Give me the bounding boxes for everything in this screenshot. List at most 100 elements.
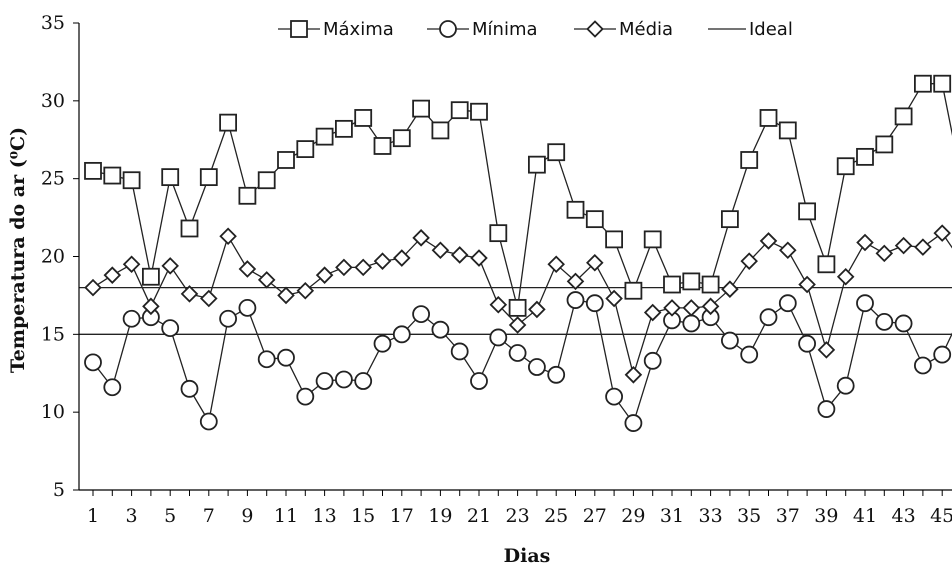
data-point-square: [296, 140, 315, 158]
data-point-diamond: [914, 238, 932, 256]
legend: Máxima Mínima Média Ideal: [278, 19, 793, 40]
axes: [73, 22, 952, 496]
data-point-circle: [759, 308, 778, 327]
data-point-square: [894, 107, 913, 126]
data-point-diamond: [740, 252, 758, 270]
x-tick-label: 29: [621, 505, 645, 527]
data-point-square: [914, 74, 932, 93]
series-line-circle: [92, 299, 952, 425]
data-point-square: [721, 210, 739, 229]
x-tick-label: 41: [853, 505, 877, 527]
data-point-square: [528, 155, 546, 174]
data-point-diamond: [431, 241, 450, 260]
y-tick-label: 15: [41, 323, 65, 345]
x-tick-label: 15: [351, 505, 375, 527]
data-point-square: [740, 151, 759, 169]
data-point-circle: [585, 294, 604, 313]
data-point-diamond: [393, 249, 411, 267]
data-point-square: [682, 272, 701, 291]
data-point-square: [663, 275, 681, 294]
data-point-circle: [566, 291, 585, 309]
data-point-square: [508, 298, 527, 317]
series-lines: [92, 83, 952, 425]
data-point-diamond: [566, 272, 585, 291]
data-point-diamond: [933, 224, 951, 242]
data-point-diamond: [856, 233, 874, 252]
x-axis-title: Dias: [504, 545, 551, 567]
data-point-diamond: [624, 366, 643, 384]
data-point-circle: [914, 356, 932, 375]
data-point-square: [643, 230, 662, 249]
data-point-square: [180, 219, 199, 238]
data-point-square: [412, 99, 431, 118]
data-point-circle: [856, 294, 874, 313]
data-point-diamond: [508, 316, 527, 334]
data-point-diamond: [315, 266, 334, 284]
y-tick-label: 10: [41, 401, 65, 423]
data-point-diamond: [238, 260, 257, 278]
data-point-square: [759, 109, 778, 127]
legend-marker-square: [290, 20, 308, 38]
data-point-square: [547, 143, 566, 162]
x-tick-label: 31: [660, 505, 684, 527]
x-tick-label: 27: [583, 505, 607, 527]
data-point-diamond: [663, 299, 681, 317]
x-tick-label: 11: [274, 505, 298, 527]
data-point-diamond: [142, 297, 160, 316]
data-point-diamond: [373, 252, 392, 270]
data-point-diamond: [682, 299, 701, 317]
data-point-diamond: [161, 257, 179, 275]
data-point-diamond: [875, 244, 894, 263]
data-point-circle: [836, 376, 855, 395]
x-tick-label: 3: [126, 505, 138, 527]
data-point-circle: [778, 294, 797, 313]
data-point-circle: [84, 353, 102, 372]
legend-marker-diamond: [586, 20, 604, 38]
data-point-square: [566, 200, 585, 219]
data-point-circle: [894, 314, 913, 333]
data-point-square: [431, 121, 450, 140]
data-point-circle: [238, 298, 257, 317]
data-point-circle: [373, 334, 392, 353]
data-point-diamond: [354, 258, 372, 277]
data-point-diamond: [817, 341, 836, 359]
data-point-diamond: [180, 285, 199, 303]
y-tick-label: 25: [41, 168, 65, 190]
legend-label: Média: [619, 19, 673, 40]
data-point-square: [836, 157, 855, 176]
data-point-diamond: [643, 303, 662, 322]
data-point-diamond: [103, 266, 122, 284]
data-point-circle: [354, 372, 373, 390]
data-point-circle: [431, 320, 450, 339]
data-point-circle: [489, 328, 508, 347]
data-point-circle: [643, 351, 662, 370]
legend-marker-circle: [439, 20, 457, 38]
x-tick-label: 17: [390, 505, 414, 527]
data-point-diamond: [836, 267, 855, 286]
data-point-diamond: [894, 236, 913, 255]
data-point-diamond: [759, 232, 778, 250]
series-line-diamond: [92, 232, 952, 378]
data-point-diamond: [277, 286, 295, 305]
legend-label: Máxima: [323, 19, 394, 40]
x-tick-label: 23: [506, 505, 530, 527]
data-point-circle: [817, 400, 836, 418]
data-point-square: [277, 151, 295, 169]
data-point-square: [84, 161, 102, 180]
data-point-square: [875, 135, 894, 154]
series-line-square: [92, 83, 952, 309]
x-tick-label: 7: [203, 505, 215, 527]
data-point-circle: [798, 334, 816, 353]
data-point-diamond: [798, 275, 816, 294]
x-tick-label: 19: [428, 505, 452, 527]
x-tick-label: 21: [467, 505, 491, 527]
data-point-circle: [508, 344, 527, 362]
x-tick-label: 5: [164, 505, 176, 527]
y-tick-label: 35: [41, 12, 65, 34]
data-point-diamond: [296, 281, 315, 300]
data-point-square: [122, 171, 141, 190]
data-point-diamond: [470, 249, 488, 267]
data-point-circle: [470, 372, 488, 390]
